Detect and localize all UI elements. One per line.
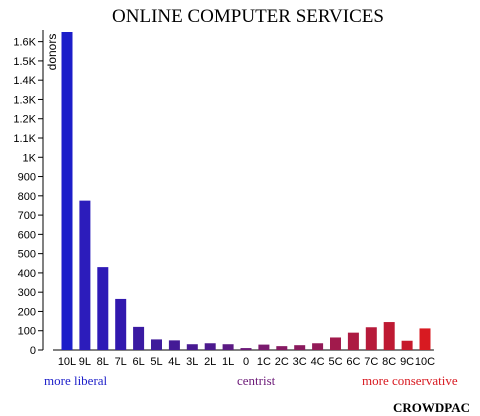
y-tick-label: 800 <box>18 191 36 203</box>
x-tick-label: 5L <box>150 356 162 368</box>
annotation-centrist: centrist <box>237 373 276 388</box>
y-tick-label: 1.2K <box>13 114 36 126</box>
x-tick-label: 9L <box>79 356 91 368</box>
y-tick-label: 1.3K <box>13 94 36 106</box>
x-tick-label: 4L <box>168 356 180 368</box>
bar-1C <box>258 344 270 350</box>
y-tick-label: 200 <box>18 306 36 318</box>
x-tick-label: 6C <box>346 356 360 368</box>
y-tick-label: 400 <box>18 268 36 280</box>
x-tick-label: 2L <box>204 356 216 368</box>
y-tick-label: 1.5K <box>13 56 36 68</box>
bar-5L <box>151 339 162 350</box>
chart-title: ONLINE COMPUTER SERVICES <box>112 6 384 27</box>
bar-2L <box>204 343 216 350</box>
bar-8C <box>383 322 395 350</box>
x-tick-label: 5C <box>328 356 342 368</box>
bar-4C <box>312 343 324 350</box>
bar-0 <box>240 348 252 350</box>
x-tick-label: 1L <box>222 356 234 368</box>
x-tick-label: 10C <box>415 356 435 368</box>
y-tick-label: 0 <box>30 345 36 357</box>
x-tick-label: 4C <box>311 356 325 368</box>
x-tick-label: 7C <box>364 356 378 368</box>
x-tick-label: 3C <box>293 356 307 368</box>
x-tick-label: 9C <box>400 356 414 368</box>
y-tick-label: 1.1K <box>13 133 36 145</box>
bar-1L <box>222 344 234 350</box>
y-axis: 0 100 200 300 400 500 600 700 800 900 1K 1.1K 1.2K 1.… <box>13 30 44 357</box>
x-tick-label: 8C <box>382 356 396 368</box>
y-tick-label: 700 <box>18 210 36 222</box>
y-axis-label: donors <box>45 34 59 71</box>
y-tick-label: 500 <box>18 249 36 261</box>
credit-label: CROWDPAC <box>393 400 470 415</box>
bars <box>61 32 431 350</box>
y-tick-label: 1.6K <box>13 37 36 49</box>
bar-7L <box>115 298 127 350</box>
bar-4L <box>168 340 180 350</box>
bar-2C <box>276 346 288 350</box>
x-tick-label: 1C <box>257 356 271 368</box>
y-tick-label: 600 <box>18 229 36 241</box>
bar-8L <box>97 267 109 350</box>
bar-10C <box>419 328 431 350</box>
x-axis: 10L 9L 8L 7L 6L 5L 4L 3L 2L 1L 0 1C 2C 3C 4C 5C 6C 7C 8C 9C… <box>53 349 435 368</box>
x-tick-label: 7L <box>115 356 127 368</box>
bar-5C <box>330 337 341 350</box>
bar-10L <box>61 32 73 350</box>
bar-6C <box>347 332 359 350</box>
x-tick-label: 3L <box>186 356 198 368</box>
x-tick-label: 8L <box>97 356 109 368</box>
bar-3L <box>186 344 198 350</box>
bar-9C <box>401 340 413 350</box>
x-tick-label: 2C <box>275 356 289 368</box>
bar-7C <box>365 327 377 350</box>
bar-3C <box>294 345 306 350</box>
y-tick-label: 300 <box>18 287 36 299</box>
y-tick-label: 1.4K <box>13 75 36 87</box>
x-tick-label: 6L <box>132 356 144 368</box>
y-tick-label: 100 <box>18 326 36 338</box>
y-tick-label: 900 <box>18 172 36 184</box>
bar-6L <box>133 326 145 350</box>
y-tick-label: 1K <box>23 152 37 164</box>
x-tick-label: 0 <box>243 356 249 368</box>
bar-9L <box>79 200 91 350</box>
x-tick-label: 10L <box>58 356 76 368</box>
annotation-more-liberal: more liberal <box>44 373 108 388</box>
annotation-more-conservative: more conservative <box>362 373 458 388</box>
